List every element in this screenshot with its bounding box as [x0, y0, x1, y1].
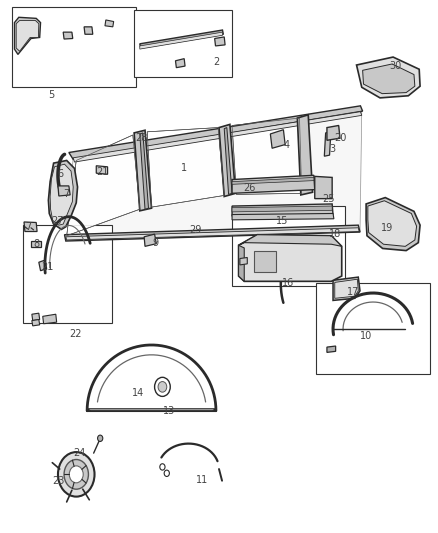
Polygon shape: [335, 279, 358, 298]
Polygon shape: [39, 260, 47, 271]
Polygon shape: [327, 125, 340, 140]
Polygon shape: [224, 127, 232, 195]
Text: 20: 20: [335, 133, 347, 143]
Polygon shape: [43, 314, 57, 324]
Polygon shape: [31, 241, 42, 247]
Polygon shape: [232, 175, 315, 193]
Text: 10: 10: [360, 332, 372, 342]
Circle shape: [155, 377, 170, 397]
Text: 9: 9: [153, 238, 159, 248]
Polygon shape: [176, 59, 185, 68]
Text: 26: 26: [243, 183, 256, 193]
Polygon shape: [134, 130, 152, 211]
Text: 7: 7: [64, 189, 70, 199]
Polygon shape: [232, 206, 332, 212]
Circle shape: [98, 435, 103, 441]
Polygon shape: [254, 251, 276, 272]
Polygon shape: [67, 135, 140, 236]
Polygon shape: [232, 214, 334, 220]
Polygon shape: [87, 409, 216, 411]
Polygon shape: [32, 313, 40, 320]
Bar: [12, 7, 136, 87]
Bar: [232, 206, 345, 286]
Text: 8: 8: [33, 239, 39, 249]
Polygon shape: [66, 228, 359, 240]
Circle shape: [160, 464, 165, 470]
Text: 18: 18: [328, 229, 341, 239]
Circle shape: [64, 459, 88, 489]
Polygon shape: [232, 118, 302, 195]
Polygon shape: [215, 37, 225, 46]
Polygon shape: [297, 115, 313, 195]
Polygon shape: [239, 235, 342, 281]
Text: 1: 1: [181, 164, 187, 173]
Text: 22: 22: [69, 329, 81, 340]
Polygon shape: [147, 127, 224, 207]
Polygon shape: [140, 32, 223, 49]
Polygon shape: [96, 166, 108, 174]
Polygon shape: [239, 245, 244, 281]
Text: 14: 14: [132, 387, 145, 398]
Text: 2: 2: [214, 58, 220, 67]
Polygon shape: [232, 177, 314, 184]
Text: 17: 17: [347, 287, 359, 297]
Polygon shape: [32, 319, 40, 326]
Polygon shape: [219, 124, 236, 197]
Text: 30: 30: [389, 61, 402, 71]
Bar: [134, 10, 232, 77]
Text: 13: 13: [163, 406, 175, 416]
Circle shape: [58, 452, 95, 497]
Polygon shape: [16, 20, 39, 51]
Polygon shape: [324, 132, 331, 156]
Text: 23: 23: [52, 477, 64, 486]
Bar: [23, 225, 113, 323]
Text: 3: 3: [329, 144, 335, 154]
Text: 5: 5: [48, 90, 55, 100]
Polygon shape: [357, 57, 420, 98]
Polygon shape: [105, 20, 114, 27]
Circle shape: [164, 470, 170, 477]
Text: 4: 4: [283, 140, 290, 150]
Text: 16: 16: [282, 278, 294, 288]
Text: 29: 29: [189, 225, 201, 235]
Polygon shape: [58, 186, 70, 196]
Polygon shape: [50, 164, 73, 225]
Polygon shape: [84, 27, 93, 34]
Circle shape: [69, 466, 83, 483]
Polygon shape: [363, 64, 415, 94]
Polygon shape: [140, 133, 148, 209]
Polygon shape: [66, 112, 362, 241]
Text: 27: 27: [51, 216, 64, 227]
Text: 24: 24: [74, 448, 86, 458]
Polygon shape: [333, 277, 360, 301]
Text: 21: 21: [41, 262, 53, 271]
Bar: [316, 284, 430, 374]
Polygon shape: [368, 201, 417, 246]
Polygon shape: [140, 30, 223, 48]
Circle shape: [158, 382, 167, 392]
Polygon shape: [48, 160, 78, 229]
Text: 28: 28: [135, 133, 148, 143]
Polygon shape: [270, 130, 285, 148]
Polygon shape: [24, 222, 37, 231]
Polygon shape: [239, 235, 342, 246]
Polygon shape: [327, 346, 336, 352]
Polygon shape: [232, 204, 333, 216]
Polygon shape: [14, 17, 41, 54]
Polygon shape: [73, 112, 362, 162]
Polygon shape: [69, 106, 363, 159]
Polygon shape: [366, 198, 420, 251]
Polygon shape: [64, 225, 360, 241]
Text: 7: 7: [25, 222, 32, 232]
Polygon shape: [144, 234, 156, 246]
Text: 6: 6: [57, 169, 63, 179]
Text: 19: 19: [381, 223, 393, 233]
Polygon shape: [63, 32, 73, 39]
Text: 25: 25: [322, 193, 335, 204]
Polygon shape: [240, 257, 247, 265]
Text: 15: 15: [276, 216, 288, 226]
Text: 11: 11: [196, 475, 208, 484]
Polygon shape: [315, 176, 332, 199]
Text: 21: 21: [96, 167, 109, 177]
